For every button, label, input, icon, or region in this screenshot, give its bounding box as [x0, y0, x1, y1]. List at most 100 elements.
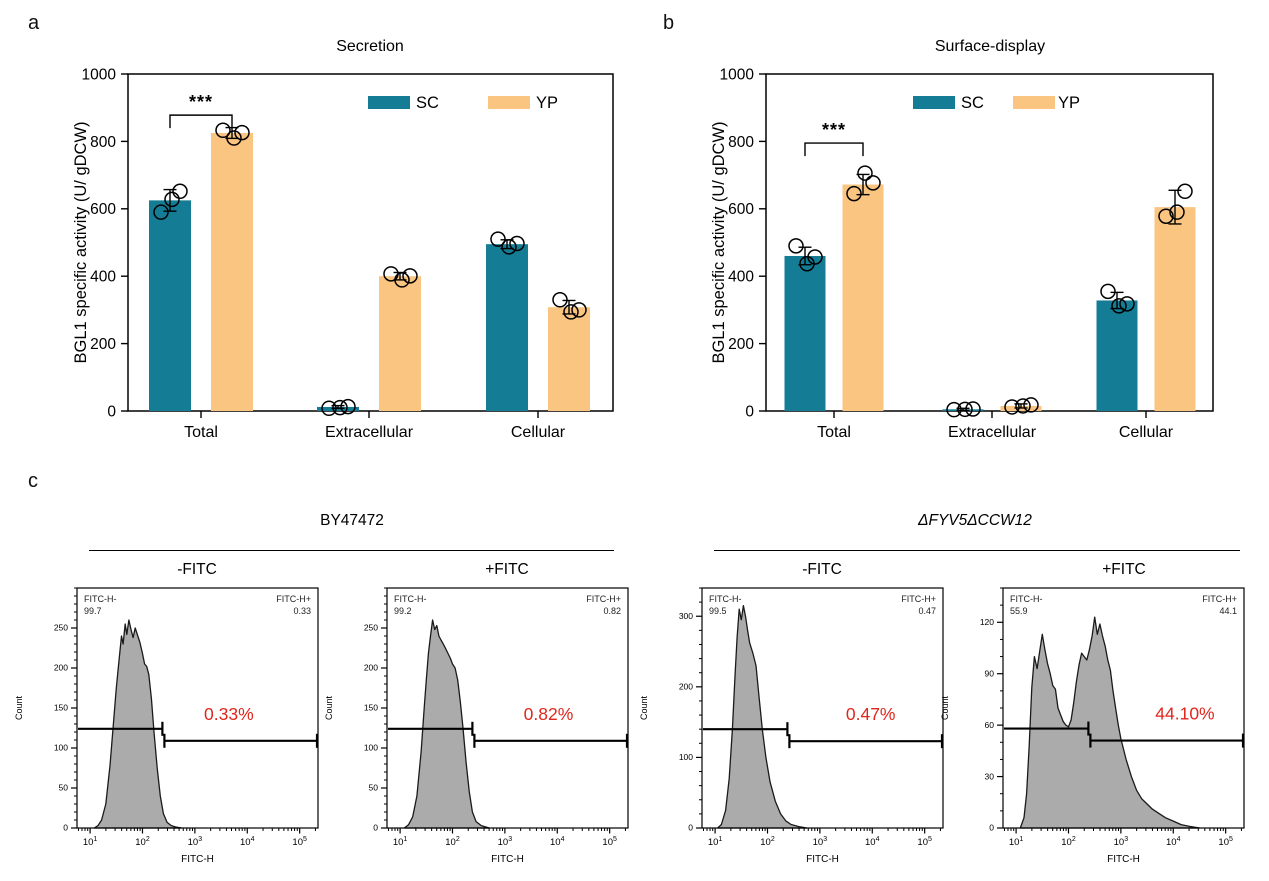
x-tick-label: 103 — [498, 836, 513, 848]
x-axis-title: FITC-H — [181, 854, 214, 865]
data-point-circle — [1169, 204, 1185, 220]
data-point-circle — [234, 124, 250, 141]
plot-frame — [701, 587, 944, 829]
bar-yp-extracellular — [379, 276, 421, 411]
data-point-circle — [957, 401, 973, 418]
y-tick-label: 50 — [369, 783, 379, 793]
x-tick-label: 102 — [445, 836, 460, 848]
histogram-area — [403, 619, 490, 829]
y-tick-label: 200 — [679, 682, 693, 692]
x-category-label: Total — [817, 424, 851, 441]
x-tick-label: 101 — [83, 836, 98, 848]
bar-sc-total — [149, 200, 191, 411]
significance-bracket — [169, 114, 233, 129]
bar-sc-cellular — [486, 244, 528, 411]
data-point-circle — [1023, 397, 1039, 413]
x-tick-label: 104 — [1166, 836, 1181, 848]
y-tick-label: 800 — [728, 134, 754, 151]
y-tick-label: 30 — [985, 771, 995, 781]
x-tick-label: 103 — [1114, 836, 1129, 848]
gate-pos-value: 0.47 — [918, 606, 936, 616]
data-point-circle — [563, 304, 579, 320]
data-point-circle — [1158, 208, 1174, 224]
legend-label-sc: SC — [416, 94, 439, 112]
significance-stars: *** — [189, 92, 213, 112]
y-tick-label: 300 — [679, 611, 693, 621]
x-tick-label: 103 — [188, 836, 203, 848]
data-point-circle — [215, 122, 231, 139]
x-tick-label: 103 — [813, 836, 828, 848]
bar-sc-total — [784, 255, 826, 411]
data-point-circle — [571, 302, 587, 318]
significance-stars: *** — [822, 120, 846, 140]
y-tick-label: 120 — [980, 617, 994, 627]
x-tick-label: 104 — [865, 836, 880, 848]
x-axis-title: FITC-H — [1107, 854, 1140, 865]
x-tick-label: 105 — [292, 836, 307, 848]
x-tick-label: 104 — [240, 836, 255, 848]
condition-label-minus-fitc: -FITC — [802, 561, 842, 578]
y-tick-label: 50 — [59, 783, 69, 793]
y-axis-title: Count — [14, 696, 24, 721]
gate-neg-value: 55.9 — [1010, 606, 1028, 616]
legend-swatch-sc — [913, 96, 955, 109]
panel-a-title: Secretion — [336, 38, 404, 55]
data-point-circle — [788, 238, 804, 254]
y-tick-label: 90 — [985, 668, 995, 678]
positive-percent-label: 0.47% — [846, 704, 896, 724]
condition-label-plus-fitc: +FITC — [485, 561, 529, 578]
data-point-circle — [1100, 283, 1116, 300]
y-tick-label: 1000 — [82, 66, 117, 83]
data-point-circle — [394, 272, 410, 288]
legend-label-yp: YP — [1058, 94, 1080, 112]
positive-percent-label: 44.10% — [1155, 704, 1214, 724]
y-tick-label: 100 — [364, 743, 378, 753]
x-category-label: Cellular — [511, 424, 566, 441]
legend-label-yp: YP — [536, 94, 558, 112]
data-point-circle — [552, 292, 568, 308]
legend-swatch-yp — [1013, 96, 1055, 109]
x-tick-label: 101 — [1009, 836, 1024, 848]
data-point-circle — [1177, 183, 1193, 200]
panel-c-letter: c — [28, 470, 38, 492]
strain-group-underline — [714, 550, 1240, 551]
y-axis-title: Count — [324, 696, 334, 721]
legend-swatch-yp — [488, 96, 530, 109]
y-tick-label: 600 — [728, 201, 754, 218]
y-tick-label: 0 — [745, 403, 754, 420]
strain-group-title-by47472: BY47472 — [320, 512, 384, 529]
data-point-circle — [509, 235, 525, 252]
x-tick-label: 102 — [135, 836, 150, 848]
data-point-circle — [1004, 399, 1020, 415]
positive-percent-label: 0.82% — [524, 704, 574, 724]
gate-neg-value: 99.5 — [709, 606, 727, 616]
y-tick-label: 250 — [364, 623, 378, 633]
x-category-label: Extracellular — [325, 424, 414, 441]
plot-frame — [765, 73, 1214, 412]
y-tick-label: 100 — [54, 743, 68, 753]
significance-bracket — [804, 142, 864, 157]
gate-neg-label: FITC-H- — [394, 594, 427, 604]
x-axis-title: FITC-H — [806, 854, 839, 865]
data-point-circle — [857, 165, 873, 181]
x-tick-label: 102 — [760, 836, 775, 848]
data-point-circle — [1119, 296, 1135, 312]
plot-frame — [127, 73, 614, 412]
gate-neg-value: 99.2 — [394, 606, 412, 616]
y-tick-label: 60 — [985, 720, 995, 730]
y-tick-label: 0 — [63, 823, 68, 833]
y-axis-title: Count — [639, 696, 649, 721]
x-category-label: Total — [184, 424, 218, 441]
data-point-circle — [321, 400, 337, 417]
legend-label-sc: SC — [961, 94, 984, 112]
data-point-circle — [807, 249, 823, 265]
data-point-circle — [1015, 398, 1031, 414]
y-tick-label: 400 — [728, 269, 754, 286]
strain-group-title-dfyv5dccw12: ΔFYV5ΔCCW12 — [918, 512, 1032, 529]
y-tick-label: 800 — [90, 134, 116, 151]
x-tick-label: 101 — [393, 836, 408, 848]
histogram-area — [93, 619, 183, 829]
y-tick-label: 0 — [107, 403, 116, 420]
gate-pos-label: FITC-H+ — [276, 594, 311, 604]
gate-neg-value: 99.7 — [84, 606, 102, 616]
